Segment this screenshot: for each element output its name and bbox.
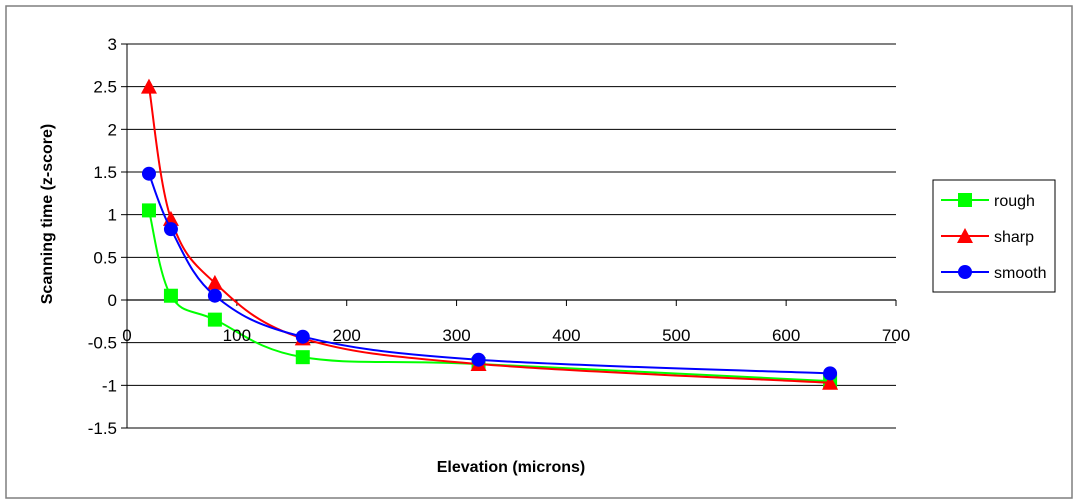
y-tick-label: 1 [108, 206, 117, 225]
y-tick-label: -1.5 [88, 419, 117, 438]
series-layer [140, 78, 839, 390]
data-point-sharp [140, 78, 157, 94]
data-point-rough [163, 288, 178, 303]
data-point-rough [295, 350, 310, 365]
data-point-smooth [141, 166, 156, 181]
series-smooth [141, 166, 838, 381]
x-tick-label: 0 [122, 326, 131, 345]
legend-label: sharp [994, 229, 1034, 246]
legend-item-rough: rough [941, 193, 1035, 210]
x-tick-labels: 0 100 200 300 400 500 600 700 [122, 326, 910, 345]
y-axis-title: Scanning time (z-score) [39, 124, 56, 304]
legend-marker-sharp [957, 228, 973, 243]
legend-marker-smooth [958, 265, 972, 279]
legend-items: rough sharp smooth [941, 193, 1046, 282]
x-tick-label: 600 [772, 326, 800, 345]
x-axis-title: Elevation (microns) [437, 459, 585, 476]
legend-label: rough [994, 193, 1035, 210]
data-point-smooth [295, 329, 310, 344]
y-tick-label: 1.5 [93, 163, 117, 182]
legend-label: smooth [994, 265, 1046, 282]
y-tick-label: -0.5 [88, 334, 117, 353]
data-point-smooth [207, 288, 222, 303]
y-tick-label: 3 [108, 35, 117, 54]
x-tick-label: 100 [223, 326, 251, 345]
y-tick-label: 0 [108, 291, 117, 310]
y-tick-label: -1 [102, 376, 117, 395]
y-tick-label: 2 [108, 120, 117, 139]
legend-item-smooth: smooth [941, 265, 1046, 282]
y-tick-label: 0.5 [93, 248, 117, 267]
data-point-smooth [163, 222, 178, 237]
y-tick-labels: 3 2.5 2 1.5 1 0.5 0 -0.5 -1 -1.5 [88, 35, 117, 438]
x-tick-label: 300 [442, 326, 470, 345]
y-tick-label: 2.5 [93, 78, 117, 97]
x-tick-label: 400 [552, 326, 580, 345]
x-tick-label: 700 [882, 326, 910, 345]
data-point-rough [141, 203, 156, 218]
x-tick-label: 200 [333, 326, 361, 345]
data-point-sharp [822, 374, 839, 390]
gridlines [121, 43, 897, 429]
legend-item-sharp: sharp [941, 228, 1034, 246]
x-tick-label: 500 [662, 326, 690, 345]
chart-border [5, 5, 1073, 499]
data-point-smooth [823, 366, 838, 381]
data-point-smooth [471, 352, 486, 367]
legend: rough sharp smooth [932, 179, 1056, 293]
legend-marker-rough [958, 193, 972, 207]
data-point-sharp [206, 274, 223, 290]
data-point-rough [207, 312, 222, 327]
